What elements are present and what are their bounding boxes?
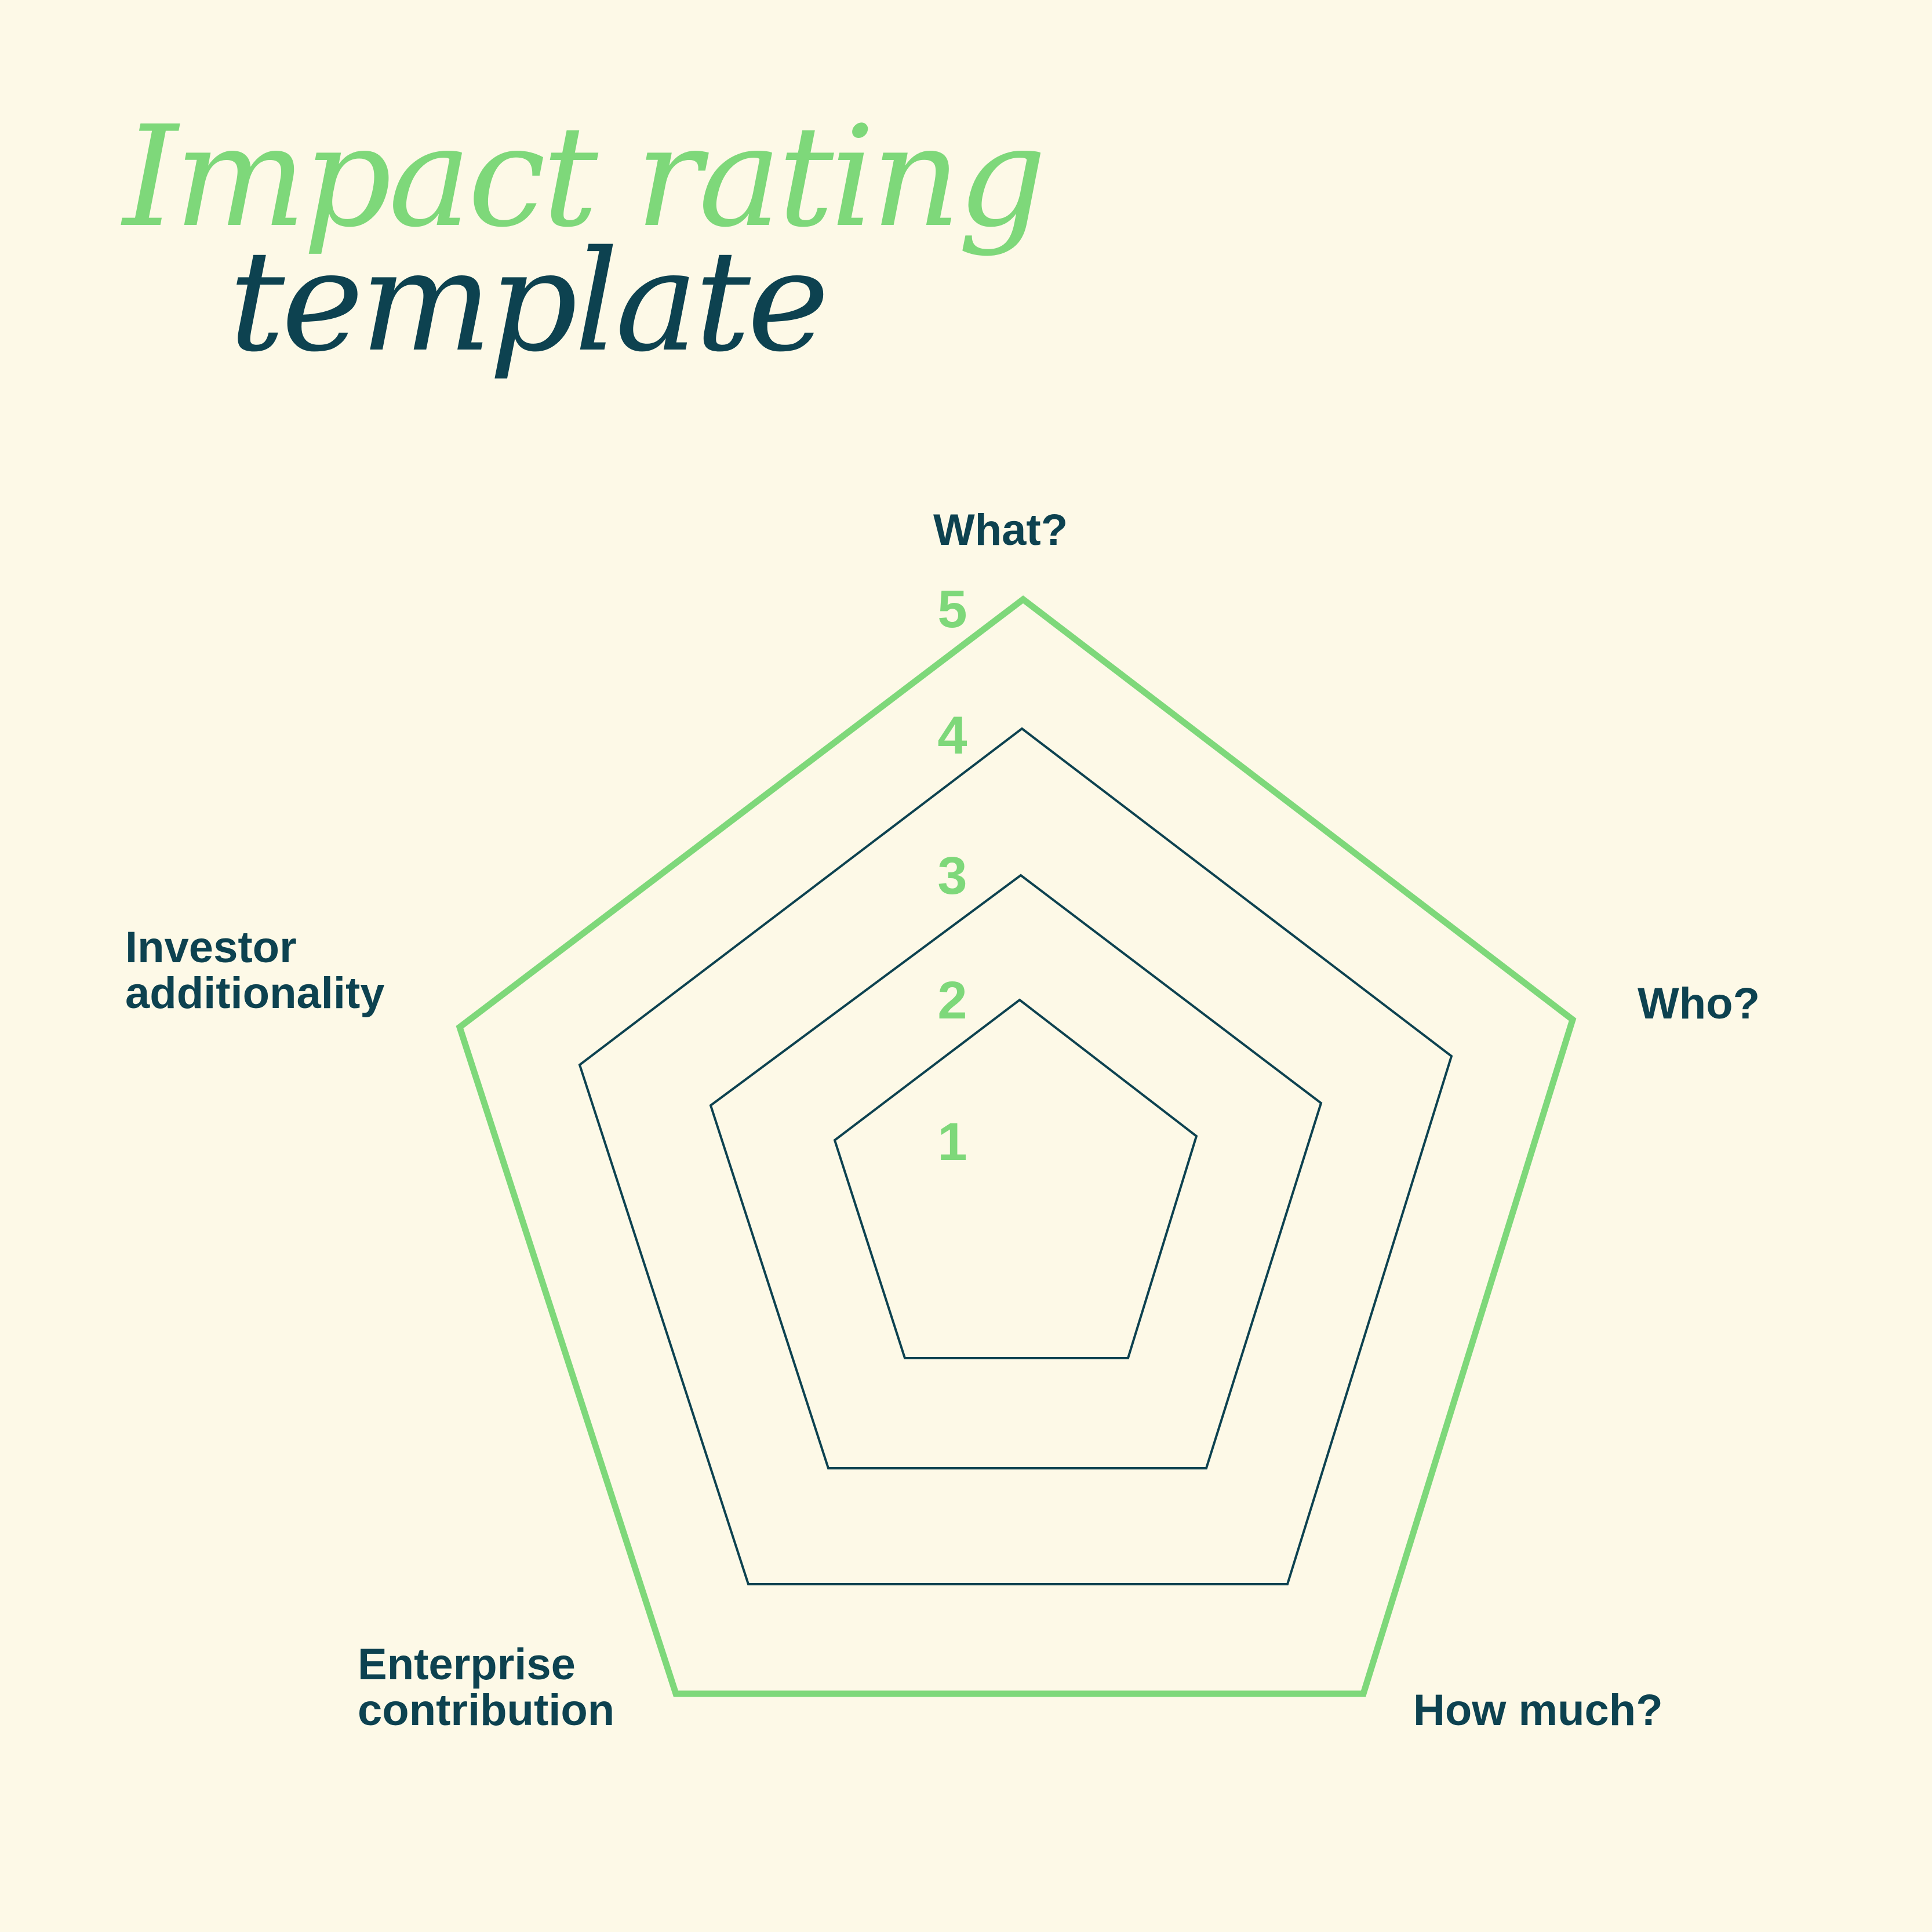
- level-label-4: 4: [937, 706, 967, 765]
- axis-label-investor-additionality: Investor additionality: [125, 923, 385, 1018]
- ring-level-1: [833, 998, 1198, 1359]
- level-label-2: 2: [937, 971, 967, 1030]
- ring-level-2: [709, 874, 1323, 1469]
- ring-level-3: [578, 727, 1453, 1585]
- level-label-3: 3: [937, 846, 967, 905]
- title-line-2: template: [229, 220, 829, 383]
- title-line-1: Impact rating: [123, 96, 1046, 258]
- axis-label-what: What?: [933, 505, 1068, 555]
- level-label-5: 5: [937, 580, 967, 639]
- axis-label-enterprise-contribution: Enterprise contribution: [358, 1640, 614, 1735]
- axis-label-who: Who?: [1638, 979, 1760, 1028]
- ring-level-5: [456, 595, 1577, 1697]
- level-label-1: 1: [937, 1112, 967, 1171]
- axis-label-how-much: How much?: [1413, 1686, 1663, 1735]
